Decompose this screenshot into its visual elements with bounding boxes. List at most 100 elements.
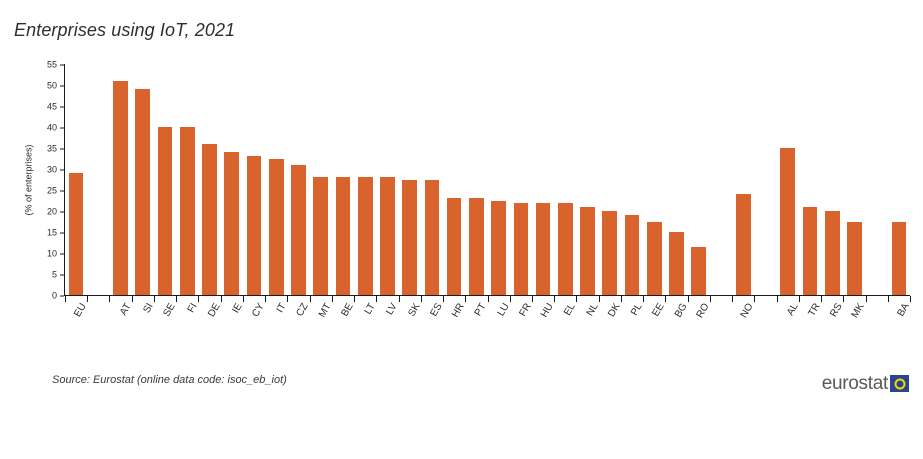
- y-tick-label: 35: [46, 143, 57, 153]
- y-tick-label: 20: [46, 206, 57, 216]
- x-tick-label-MK: MK: [850, 301, 868, 320]
- x-axis-ticks: [65, 296, 911, 302]
- x-tick-label-IT: IT: [274, 301, 289, 315]
- x-tick-mark: [176, 296, 178, 302]
- x-tick-label-FR: FR: [517, 301, 534, 319]
- x-tick-mark: [443, 296, 445, 302]
- x-tick-mark: [509, 296, 511, 302]
- y-tick: 0: [52, 291, 64, 300]
- y-tick: 35: [47, 144, 64, 153]
- y-tick: 20: [47, 207, 64, 216]
- bar-FR: [513, 202, 529, 295]
- x-tick-label-MT: MT: [316, 301, 334, 320]
- x-tick-mark: [821, 296, 823, 302]
- bar-AT: [113, 80, 128, 295]
- bar-IT: [268, 158, 284, 295]
- y-tick: 50: [47, 81, 64, 90]
- bar-EE: [646, 221, 662, 295]
- x-tick-mark: [131, 296, 133, 302]
- bar-ES: [424, 179, 440, 295]
- bar-IE: [224, 152, 240, 295]
- bar-CZ: [291, 164, 306, 295]
- eu-stars-icon: [894, 378, 905, 389]
- x-tick-label-RS: RS: [828, 301, 845, 320]
- x-tick-label-SE: SE: [161, 301, 178, 319]
- x-tick-label-BG: BG: [672, 301, 690, 320]
- x-tick-mark: [198, 296, 200, 302]
- y-tick-mark: [60, 295, 64, 296]
- x-tick-mark: [65, 296, 66, 302]
- x-tick-mark: [843, 296, 845, 302]
- x-tick-mark: [865, 296, 867, 302]
- x-tick-label-IE: IE: [230, 301, 245, 316]
- x-tick-mark: [754, 296, 756, 302]
- x-axis-line: [64, 295, 910, 296]
- x-tick-label-NO: NO: [738, 301, 756, 320]
- y-tick-label: 25: [46, 185, 57, 195]
- x-tick-mark: [354, 296, 356, 302]
- bar-NO: [735, 194, 751, 295]
- bar-PT: [469, 198, 484, 295]
- y-tick: 55: [47, 60, 64, 69]
- y-tick: 30: [47, 165, 64, 174]
- bar-BG: [669, 232, 684, 295]
- eurostat-wordmark: eurostat: [821, 373, 889, 394]
- bar-HR: [446, 198, 462, 295]
- bar-RS: [824, 211, 840, 295]
- x-tick-label-TR: TR: [806, 301, 823, 319]
- x-tick-mark: [531, 296, 533, 302]
- y-axis-line: [64, 64, 65, 296]
- x-tick-label-LV: LV: [384, 301, 401, 317]
- y-tick-mark: [60, 127, 64, 128]
- x-tick-label-LU: LU: [495, 301, 512, 319]
- y-axis-title: (% of enterprises): [22, 64, 36, 296]
- bar-RO: [691, 246, 707, 295]
- y-tick-mark: [60, 85, 64, 86]
- x-tick-label-PL: PL: [629, 301, 645, 318]
- x-tick-label-EL: EL: [562, 301, 578, 318]
- x-tick-mark: [709, 296, 711, 302]
- y-tick-mark: [60, 274, 64, 275]
- x-tick-label-HR: HR: [450, 301, 467, 320]
- y-tick-label: 15: [46, 227, 57, 237]
- bar-DE: [202, 143, 217, 295]
- bar-HU: [535, 202, 551, 295]
- x-tick-mark: [776, 296, 778, 302]
- x-tick-label-AT: AT: [117, 301, 134, 318]
- y-tick-label: 50: [46, 80, 57, 90]
- bar-DK: [602, 211, 618, 295]
- x-tick-label-DE: DE: [205, 301, 223, 320]
- y-tick: 25: [47, 186, 64, 195]
- y-tick-mark: [60, 106, 64, 107]
- x-tick-mark: [242, 296, 244, 302]
- y-tick-mark: [60, 232, 64, 233]
- x-tick-mark: [598, 296, 600, 302]
- x-tick-label-PT: PT: [473, 301, 490, 319]
- y-tick: 40: [47, 123, 64, 132]
- bar-EL: [557, 202, 573, 295]
- bar-EU: [68, 173, 84, 295]
- y-tick-mark: [60, 148, 64, 149]
- x-tick-mark: [576, 296, 578, 302]
- x-tick-label-HU: HU: [538, 301, 556, 320]
- x-tick-mark: [732, 296, 734, 302]
- x-tick-mark: [153, 296, 155, 302]
- chart-title: Enterprises using IoT, 2021: [14, 20, 236, 40]
- x-tick-label-SK: SK: [406, 301, 423, 319]
- bar-BE: [335, 177, 351, 295]
- y-tick: 5: [52, 270, 64, 279]
- bar-LU: [491, 200, 506, 295]
- x-tick-mark: [309, 296, 311, 302]
- x-tick-label-FI: FI: [185, 301, 200, 315]
- x-tick-label-LT: LT: [362, 301, 378, 317]
- x-tick-mark: [665, 296, 667, 302]
- y-tick-label: 55: [46, 59, 57, 69]
- source-note: Source: Eurostat (online data code: isoc…: [52, 374, 287, 386]
- x-tick-mark: [87, 296, 89, 302]
- bar-LV: [380, 177, 395, 295]
- x-tick-label-BE: BE: [339, 301, 356, 319]
- bar-BA: [891, 221, 907, 295]
- bar-FI: [179, 127, 195, 295]
- plot-area: 0 5 10 15 20 25 30 35 40 45 50 55: [47, 60, 909, 300]
